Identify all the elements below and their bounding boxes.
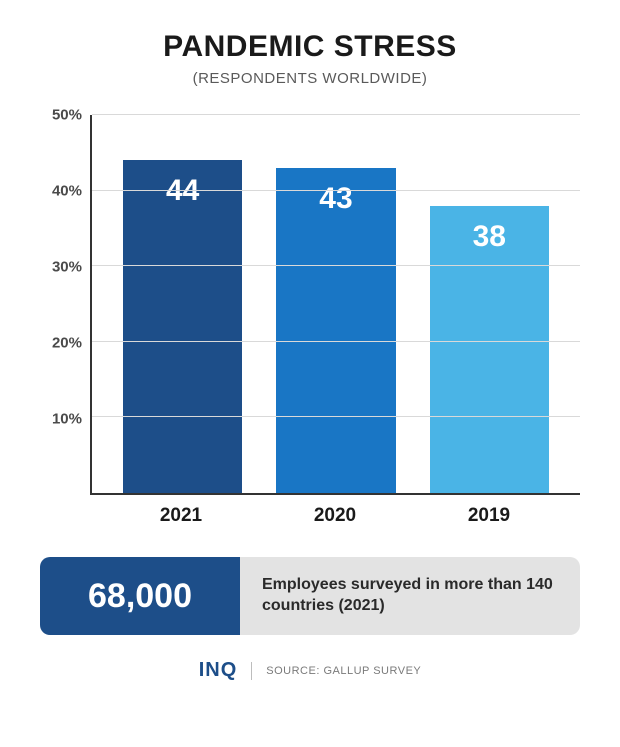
y-tick-label: 30% [52, 259, 82, 276]
logo: INQ [199, 659, 238, 682]
y-tick-label: 50% [52, 107, 82, 124]
bar-value-label: 44 [166, 174, 199, 208]
x-tick-label: 2019 [429, 505, 549, 527]
chart-subtitle: (RESPONDENTS WORLDWIDE) [40, 70, 580, 87]
grid-line [92, 190, 580, 191]
bar: 38 [430, 206, 550, 493]
callout-text: Employees surveyed in more than 140 coun… [240, 557, 580, 635]
x-tick-label: 2020 [275, 505, 395, 527]
grid-line [92, 114, 580, 115]
bar: 44 [123, 160, 243, 493]
grid-line [92, 265, 580, 266]
y-tick-label: 20% [52, 335, 82, 352]
callout-box: 68,000 Employees surveyed in more than 1… [40, 557, 580, 635]
grid-line [92, 416, 580, 417]
y-axis: 10%20%30%40%50% [40, 115, 90, 495]
source-label: SOURCE: GALLUP SURVEY [266, 665, 421, 677]
callout-number: 68,000 [40, 557, 240, 635]
bar-value-label: 38 [473, 220, 506, 254]
chart-title: PANDEMIC STRESS [40, 30, 580, 64]
bar: 43 [276, 168, 396, 493]
grid-line [92, 341, 580, 342]
bar-chart: 10%20%30%40%50% 444338 [40, 115, 580, 495]
footer-divider [251, 662, 252, 680]
x-axis-labels: 2021 2020 2019 [90, 495, 580, 527]
y-tick-label: 10% [52, 411, 82, 428]
bars-container: 44 43 38 [92, 115, 580, 493]
bar-value-label: 43 [319, 182, 352, 216]
footer: INQ SOURCE: GALLUP SURVEY [40, 659, 580, 682]
y-tick-label: 40% [52, 183, 82, 200]
x-tick-label: 2021 [121, 505, 241, 527]
plot-area: 44 43 38 [90, 115, 580, 495]
